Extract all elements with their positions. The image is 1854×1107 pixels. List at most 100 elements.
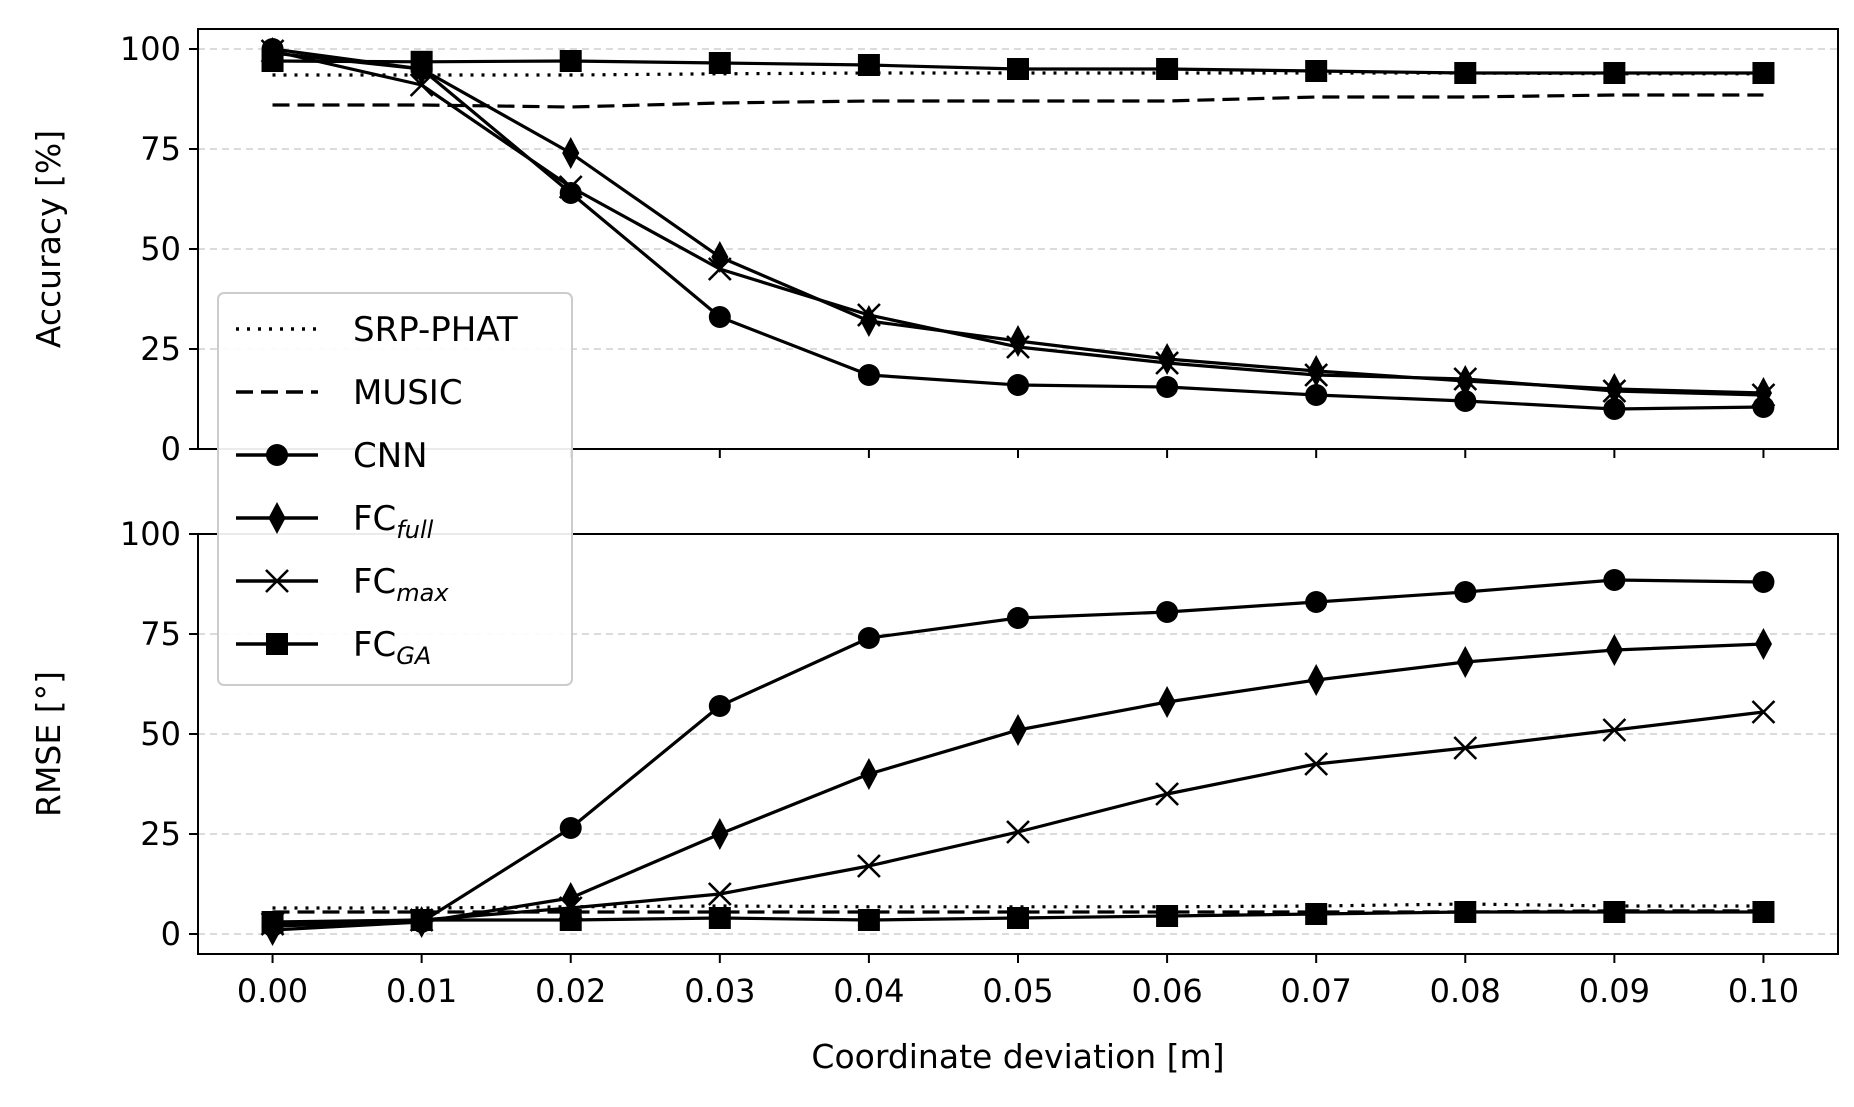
data-point: [261, 911, 284, 933]
x-tick-label: 0.06: [1131, 972, 1202, 1010]
data-point: [711, 818, 729, 850]
data-point: [1155, 782, 1180, 806]
data-point: [707, 882, 732, 906]
y-tick-label: 75: [140, 130, 181, 168]
data-point: [1456, 646, 1474, 678]
legend-label-subscript: GA: [396, 642, 431, 670]
data-point: [1605, 634, 1623, 666]
legend-label: MUSIC: [353, 373, 463, 413]
data-point: [1305, 591, 1328, 613]
data-point: [1754, 628, 1773, 660]
x-tick-label: 0.01: [386, 972, 457, 1010]
y-tick-label: 25: [140, 815, 181, 853]
legend-label-base: MUSIC: [353, 373, 463, 413]
data-point: [708, 306, 731, 328]
axes-frame: [197, 533, 1839, 955]
data-point: [1602, 379, 1627, 403]
x-tick-label: 0.05: [982, 972, 1053, 1010]
series-fc-full: [263, 628, 1773, 946]
panel-2: 0 25 50 75 100 0.00 0.01 0.02 0.03 0.04 0.05 0.06 0.…: [29, 515, 1839, 1076]
x-tick-label: 0.09: [1579, 972, 1650, 1010]
legend-entry-cnn: CNN: [236, 436, 428, 476]
data-point: [1453, 367, 1478, 391]
legend-entry-srp-phat: SRP-PHAT: [236, 310, 518, 350]
data-point: [1454, 901, 1477, 923]
legend-box: [217, 292, 573, 686]
data-point: [1751, 700, 1776, 724]
series-line: [272, 642, 1764, 932]
data-point: [1602, 718, 1627, 742]
axes-frame: [197, 28, 1839, 450]
x-axis-label: Coordinate deviation [m]: [811, 1037, 1224, 1076]
legend-label-base: CNN: [353, 436, 428, 476]
series-line: [272, 93, 1764, 109]
data-point: [1156, 905, 1179, 927]
data-point: [1752, 571, 1775, 593]
legend-label: FCfull: [353, 499, 434, 544]
data-point: [559, 182, 582, 204]
data-point: [856, 303, 881, 327]
x-tick-label: 0.03: [684, 972, 755, 1010]
legend-marker: [265, 569, 289, 593]
data-point: [1454, 62, 1477, 84]
panel-1: 0 25 50 75 100 Accuracy [%]: [29, 28, 1839, 468]
data-point: [1603, 62, 1626, 84]
legend-marker: [266, 444, 288, 466]
data-point: [857, 54, 880, 76]
data-point: [1006, 820, 1030, 844]
legend-entry-fc-ga: FCGA: [236, 625, 431, 670]
legend-label-subscript: max: [396, 579, 449, 607]
data-point: [1158, 686, 1176, 718]
legend-label: FCmax: [353, 562, 449, 607]
data-point: [410, 909, 433, 931]
data-point: [860, 758, 878, 790]
legend: SRP-PHAT MUSIC CNN FCfull FCmax FCGA: [217, 292, 573, 686]
data-point: [562, 137, 580, 169]
data-point: [1453, 736, 1478, 760]
data-point: [562, 882, 580, 914]
data-point: [1304, 363, 1329, 387]
data-point: [857, 909, 880, 931]
data-point: [1304, 752, 1329, 776]
y-tick-label: 50: [140, 715, 181, 753]
legend-entry-music: MUSIC: [236, 373, 463, 413]
series-fc-ga: [261, 901, 1775, 933]
data-point: [1603, 569, 1626, 591]
data-point: [1156, 376, 1179, 398]
data-point: [708, 52, 731, 74]
legend-label: FCGA: [353, 625, 431, 670]
data-point: [1454, 390, 1477, 412]
data-point: [1752, 901, 1775, 923]
data-point: [1007, 58, 1029, 80]
y-tick-label: 0: [161, 915, 181, 953]
data-point: [1305, 60, 1328, 82]
legend-label-subscript: full: [396, 516, 433, 544]
data-point: [857, 364, 880, 386]
x-tick-label: 0.07: [1281, 972, 1352, 1010]
series-fc-ga: [261, 50, 1775, 84]
legend-entry-fc-max: FCmax: [236, 562, 449, 607]
data-point: [410, 50, 433, 73]
legend-marker: [268, 502, 286, 534]
series-cnn: [261, 569, 1775, 937]
data-point: [1752, 62, 1775, 84]
data-point: [1603, 901, 1626, 923]
data-point: [1009, 714, 1027, 746]
legend-label: CNN: [353, 436, 428, 476]
data-point: [409, 73, 434, 97]
data-point: [708, 695, 731, 717]
series-music: [272, 93, 1764, 109]
data-point: [559, 50, 582, 72]
x-tick-label: 0.08: [1430, 972, 1501, 1010]
data-point: [857, 627, 880, 649]
y-tick-label: 50: [140, 230, 181, 268]
data-point: [1305, 903, 1328, 925]
data-point: [708, 907, 731, 929]
legend-entry-fc-full: FCfull: [236, 499, 434, 544]
data-point: [1603, 398, 1626, 420]
data-point: [1156, 58, 1179, 80]
y-tick-label: 25: [140, 330, 181, 368]
y-tick-label: 100: [120, 515, 181, 553]
data-point: [1007, 907, 1029, 929]
